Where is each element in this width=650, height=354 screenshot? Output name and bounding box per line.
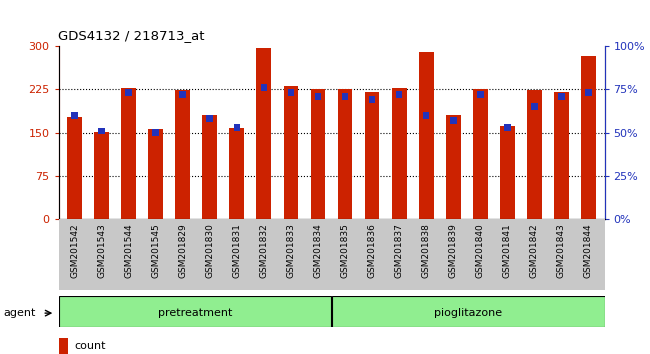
Bar: [179, 91, 186, 98]
Bar: [585, 89, 592, 96]
Text: GSM201844: GSM201844: [584, 223, 593, 278]
Bar: [148, 129, 163, 219]
Bar: [283, 86, 298, 219]
Text: GSM201543: GSM201543: [98, 223, 106, 278]
Text: GSM201833: GSM201833: [287, 223, 296, 278]
Bar: [477, 91, 484, 98]
Text: count: count: [75, 341, 106, 351]
Text: GSM201832: GSM201832: [259, 223, 268, 278]
Text: GSM201545: GSM201545: [151, 223, 161, 278]
Text: GSM201836: GSM201836: [367, 223, 376, 278]
Bar: [581, 56, 595, 219]
Bar: [233, 124, 240, 131]
Text: GSM201840: GSM201840: [476, 223, 485, 278]
Bar: [446, 115, 461, 219]
Text: GSM201831: GSM201831: [233, 223, 241, 278]
Bar: [332, 296, 604, 327]
Bar: [257, 48, 271, 219]
Bar: [94, 132, 109, 219]
Bar: [202, 115, 217, 219]
Bar: [500, 126, 515, 219]
Bar: [365, 92, 380, 219]
Text: GSM201830: GSM201830: [205, 223, 214, 278]
Text: GSM201829: GSM201829: [178, 223, 187, 278]
Bar: [58, 338, 68, 354]
Bar: [450, 117, 456, 124]
Bar: [261, 84, 267, 91]
Bar: [422, 112, 430, 119]
Text: GSM201834: GSM201834: [313, 223, 322, 278]
Bar: [229, 127, 244, 219]
Bar: [558, 93, 565, 100]
Bar: [473, 89, 488, 219]
Bar: [526, 90, 541, 219]
Text: GSM201835: GSM201835: [341, 223, 350, 278]
Bar: [68, 116, 82, 219]
Bar: [342, 93, 348, 100]
Text: GSM201838: GSM201838: [422, 223, 430, 278]
Bar: [125, 89, 132, 96]
Bar: [419, 52, 434, 219]
Bar: [72, 112, 78, 119]
Text: GSM201843: GSM201843: [557, 223, 566, 278]
Bar: [98, 127, 105, 135]
Bar: [153, 129, 159, 136]
Bar: [554, 92, 569, 219]
Bar: [396, 91, 402, 98]
Text: GSM201839: GSM201839: [448, 223, 458, 278]
Bar: [176, 90, 190, 219]
Text: GSM201837: GSM201837: [395, 223, 404, 278]
Bar: [504, 124, 510, 131]
Bar: [531, 103, 538, 110]
Text: GSM201544: GSM201544: [124, 223, 133, 278]
Text: agent: agent: [3, 308, 36, 318]
Bar: [311, 89, 326, 219]
Text: GSM201542: GSM201542: [70, 223, 79, 278]
Text: GSM201841: GSM201841: [502, 223, 512, 278]
Bar: [287, 89, 294, 96]
Bar: [315, 93, 321, 100]
Bar: [369, 96, 376, 103]
Bar: [207, 115, 213, 122]
Text: pioglitazone: pioglitazone: [434, 308, 502, 318]
Bar: [392, 88, 406, 219]
Bar: [337, 89, 352, 219]
Text: pretreatment: pretreatment: [158, 308, 232, 318]
Bar: [122, 88, 136, 219]
Bar: [58, 296, 332, 327]
Text: GDS4132 / 218713_at: GDS4132 / 218713_at: [58, 29, 205, 42]
Text: GSM201842: GSM201842: [530, 223, 539, 278]
